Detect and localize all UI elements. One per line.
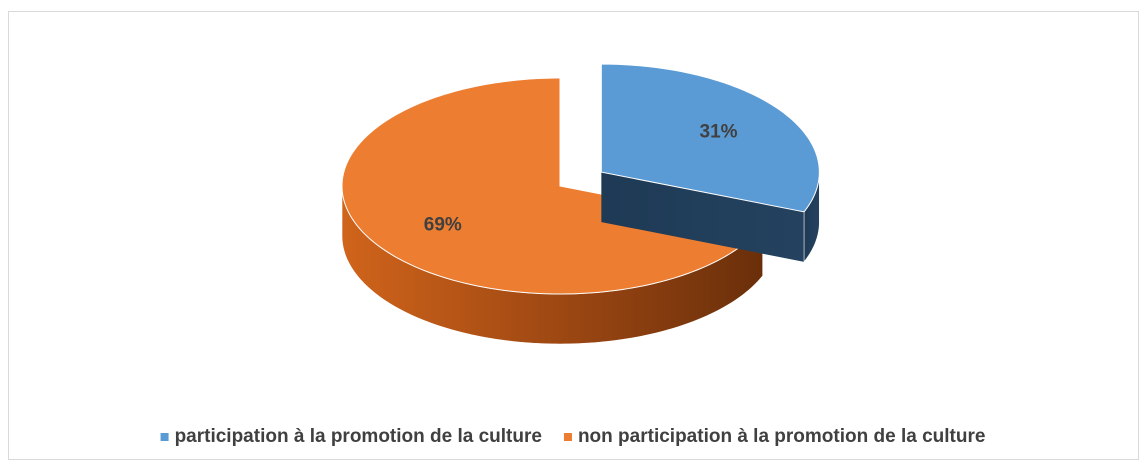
legend-swatch xyxy=(563,433,572,441)
data-label: 69% xyxy=(424,214,462,235)
legend-swatch xyxy=(160,433,169,441)
legend-label: non participation à la promotion de la c… xyxy=(578,426,985,447)
legend-label: participation à la promotion de la cultu… xyxy=(175,426,542,447)
slice xyxy=(600,63,820,213)
slice-face xyxy=(601,172,805,262)
data-label: 31% xyxy=(700,122,738,143)
slice xyxy=(341,77,764,295)
